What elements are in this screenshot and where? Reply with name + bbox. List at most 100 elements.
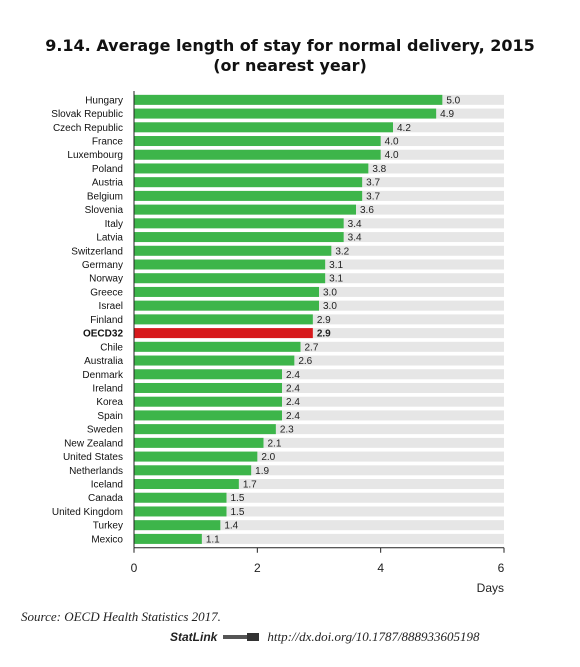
value-label: 1.1	[206, 534, 220, 545]
bar-track	[134, 451, 504, 462]
bar	[134, 286, 319, 297]
statlink-label: StatLink	[170, 630, 218, 644]
value-label: 4.0	[385, 137, 399, 148]
bar	[134, 382, 282, 393]
value-label: 3.0	[323, 301, 337, 312]
source-note: Source: OECD Health Statistics 2017.	[21, 609, 221, 624]
bar-track	[134, 328, 504, 339]
x-axis-label: Days	[477, 581, 504, 595]
bar	[134, 355, 295, 366]
bar	[134, 163, 369, 174]
value-label: 2.4	[286, 370, 300, 381]
value-label: 1.5	[231, 507, 245, 518]
category-label: Latvia	[96, 233, 123, 244]
bar	[134, 218, 344, 229]
bar	[134, 232, 344, 243]
category-label: Turkey	[93, 521, 123, 532]
category-label: Chile	[100, 342, 123, 353]
bar	[134, 479, 239, 490]
bar	[134, 396, 282, 407]
value-label: 4.2	[397, 123, 411, 134]
value-label: 3.6	[360, 205, 374, 216]
bar-track	[134, 437, 504, 448]
value-label: 5.0	[446, 95, 460, 106]
value-label: 1.5	[231, 493, 245, 504]
statlink-url[interactable]: http://dx.doi.org/10.1787/888933605198	[267, 629, 480, 644]
value-label: 1.4	[224, 521, 238, 532]
bar	[134, 424, 276, 435]
bar	[134, 451, 258, 462]
value-label: 2.6	[298, 356, 312, 367]
category-label: United Kingdom	[52, 507, 123, 518]
value-label: 4.9	[440, 109, 454, 120]
value-label: 2.4	[286, 397, 300, 408]
bar-track	[134, 355, 504, 366]
bar	[134, 328, 313, 339]
category-label: United States	[63, 452, 123, 463]
value-label: 4.0	[385, 150, 399, 161]
category-label: Slovenia	[85, 205, 124, 216]
bar	[134, 341, 301, 352]
chart-title: 9.14. Average length of stay for normal …	[0, 36, 580, 76]
category-label: Hungary	[85, 95, 123, 106]
bar-track	[134, 533, 504, 544]
bar-track	[134, 369, 504, 380]
bar	[134, 204, 356, 215]
category-label: Canada	[88, 493, 123, 504]
category-label: Italy	[105, 219, 123, 230]
value-label: 3.8	[372, 164, 386, 175]
bar	[134, 190, 363, 201]
category-label: Australia	[84, 356, 123, 367]
bar	[134, 300, 319, 311]
bar	[134, 108, 437, 119]
value-label: 2.7	[305, 342, 319, 353]
category-label: Switzerland	[71, 246, 123, 257]
x-tick-label: 6	[498, 561, 505, 575]
category-label: Germany	[82, 260, 123, 271]
bar-track	[134, 492, 504, 503]
category-label: Czech Republic	[53, 123, 123, 134]
bar-track	[134, 314, 504, 325]
value-label: 3.7	[366, 191, 380, 202]
bar	[134, 437, 264, 448]
value-label: 3.1	[329, 260, 343, 271]
bar	[134, 273, 326, 284]
value-label: 3.0	[323, 287, 337, 298]
value-label: 2.4	[286, 411, 300, 422]
category-label: Slovak Republic	[51, 109, 123, 120]
category-label: Sweden	[87, 425, 123, 436]
bar	[134, 369, 282, 380]
category-label: Israel	[99, 301, 123, 312]
value-label: 2.1	[268, 438, 282, 449]
bar	[134, 136, 381, 147]
value-label: 3.2	[335, 246, 349, 257]
category-label: Greece	[90, 287, 123, 298]
chart-title-line2: (or nearest year)	[213, 56, 367, 75]
category-label: Poland	[92, 164, 123, 175]
bar-track	[134, 396, 504, 407]
category-label: OECD32	[83, 329, 123, 340]
bar	[134, 122, 393, 133]
statlink: StatLink http://dx.doi.org/10.1787/88893…	[170, 629, 480, 645]
category-label: Spain	[97, 411, 123, 422]
value-label: 3.7	[366, 178, 380, 189]
bar-track	[134, 382, 504, 393]
category-label: Korea	[96, 397, 123, 408]
bar	[134, 465, 252, 476]
bar-track	[134, 520, 504, 531]
category-label: Austria	[92, 178, 124, 189]
bar	[134, 492, 227, 503]
category-label: Denmark	[82, 370, 124, 381]
bar-track	[134, 341, 504, 352]
chart-title-line1: 9.14. Average length of stay for normal …	[45, 36, 535, 55]
value-label: 1.7	[243, 480, 257, 491]
value-label: 3.4	[348, 233, 362, 244]
bar	[134, 149, 381, 160]
value-label: 2.9	[317, 329, 331, 340]
bar-track	[134, 424, 504, 435]
value-label: 3.4	[348, 219, 362, 230]
bar	[134, 94, 443, 105]
category-label: Belgium	[87, 191, 123, 202]
bar	[134, 314, 313, 325]
category-label: France	[92, 137, 124, 148]
